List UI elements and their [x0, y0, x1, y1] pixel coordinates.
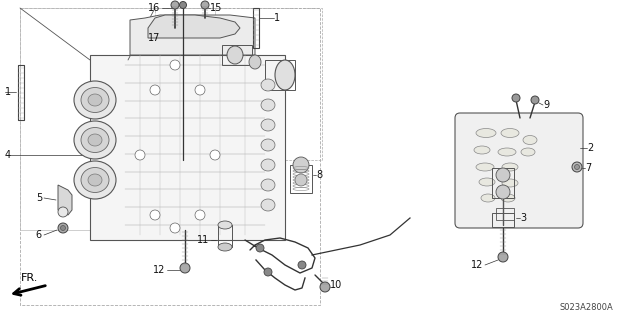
Circle shape [171, 1, 179, 9]
Ellipse shape [81, 128, 109, 152]
Text: 8: 8 [316, 170, 322, 180]
Circle shape [575, 165, 579, 169]
Ellipse shape [261, 79, 275, 91]
Ellipse shape [249, 55, 261, 69]
Ellipse shape [502, 179, 518, 187]
Circle shape [150, 210, 160, 220]
Circle shape [498, 252, 508, 262]
Bar [20, 8, 215, 230]
Bar [218, 225, 232, 247]
Bar [155, 8, 322, 160]
Circle shape [180, 263, 190, 273]
Text: 12: 12 [470, 260, 483, 270]
Ellipse shape [218, 221, 232, 229]
Ellipse shape [521, 148, 535, 156]
Polygon shape [148, 15, 240, 38]
Text: 17: 17 [148, 33, 160, 43]
Polygon shape [58, 185, 72, 215]
Text: 1: 1 [5, 87, 11, 97]
Ellipse shape [474, 146, 490, 154]
Ellipse shape [261, 159, 275, 171]
Ellipse shape [88, 174, 102, 186]
Circle shape [256, 244, 264, 252]
Ellipse shape [502, 163, 518, 171]
Circle shape [150, 85, 160, 95]
Ellipse shape [74, 161, 116, 199]
Bar [90, 55, 285, 240]
Ellipse shape [261, 99, 275, 111]
Text: 4: 4 [5, 150, 11, 160]
Bar [492, 213, 514, 227]
Text: 11: 11 [196, 235, 209, 245]
Ellipse shape [481, 194, 495, 202]
Bar [492, 168, 514, 198]
Bar [20, 8, 320, 305]
Ellipse shape [479, 178, 495, 186]
Circle shape [170, 223, 180, 233]
Text: 5: 5 [36, 193, 42, 203]
Ellipse shape [261, 139, 275, 151]
Circle shape [512, 94, 520, 102]
Circle shape [320, 282, 330, 292]
Ellipse shape [261, 179, 275, 191]
Ellipse shape [501, 129, 519, 137]
FancyBboxPatch shape [455, 113, 583, 228]
Circle shape [179, 2, 186, 9]
Ellipse shape [74, 121, 116, 159]
Ellipse shape [523, 136, 537, 145]
Text: 6: 6 [36, 230, 42, 240]
Ellipse shape [261, 119, 275, 131]
Circle shape [58, 207, 68, 217]
Circle shape [496, 185, 510, 199]
Text: 1: 1 [274, 13, 280, 23]
Circle shape [195, 210, 205, 220]
Circle shape [135, 150, 145, 160]
Ellipse shape [74, 81, 116, 119]
Ellipse shape [88, 134, 102, 146]
Circle shape [572, 162, 582, 172]
Text: 10: 10 [330, 280, 342, 290]
Ellipse shape [81, 167, 109, 192]
Ellipse shape [275, 60, 295, 90]
Text: FR.: FR. [21, 273, 38, 283]
Circle shape [531, 96, 539, 104]
Circle shape [58, 223, 68, 233]
Circle shape [210, 150, 220, 160]
Ellipse shape [81, 87, 109, 113]
Circle shape [201, 1, 209, 9]
Text: 12: 12 [152, 265, 165, 275]
Bar [18, 65, 24, 120]
Circle shape [295, 174, 307, 186]
Text: 2: 2 [587, 143, 593, 153]
Text: 15: 15 [210, 3, 222, 13]
Ellipse shape [227, 46, 243, 64]
Polygon shape [130, 15, 255, 55]
Text: 16: 16 [148, 3, 160, 13]
Bar [222, 45, 252, 65]
Text: 7: 7 [585, 163, 591, 173]
Ellipse shape [501, 194, 515, 202]
Text: 9: 9 [543, 100, 549, 110]
Text: 3: 3 [520, 213, 526, 223]
Circle shape [195, 85, 205, 95]
Ellipse shape [476, 163, 494, 171]
Ellipse shape [88, 94, 102, 106]
Circle shape [264, 268, 272, 276]
Ellipse shape [261, 199, 275, 211]
Circle shape [496, 168, 510, 182]
Circle shape [170, 60, 180, 70]
Bar [253, 8, 259, 48]
Bar [265, 60, 295, 90]
Ellipse shape [476, 129, 496, 137]
Circle shape [293, 157, 309, 173]
Circle shape [298, 261, 306, 269]
Bar [290, 165, 312, 193]
Ellipse shape [498, 148, 516, 156]
Ellipse shape [218, 243, 232, 251]
Bar [496, 208, 514, 220]
Text: S023A2800A: S023A2800A [560, 303, 614, 313]
Circle shape [61, 226, 65, 231]
